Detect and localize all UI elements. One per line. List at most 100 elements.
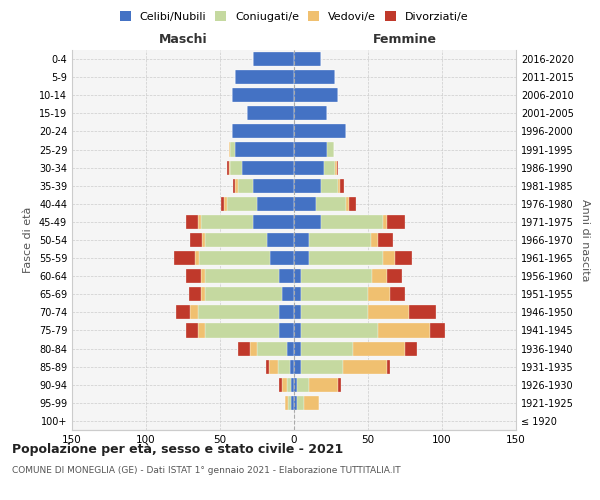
Bar [379,324,430,338]
Bar [294,160,323,174]
Bar [294,52,320,66]
Bar [294,269,301,283]
Bar [205,233,268,247]
Bar [238,342,250,355]
Bar [294,342,301,355]
Bar [294,396,297,410]
Bar [278,360,290,374]
Bar [405,342,417,355]
Bar [279,306,294,320]
Bar [186,324,198,338]
Bar [395,251,412,265]
Bar [294,233,309,247]
Bar [202,233,205,247]
Bar [291,396,294,410]
Bar [301,269,373,283]
Bar [235,70,294,84]
Bar [253,178,294,193]
Y-axis label: Fasce di età: Fasce di età [23,207,33,273]
Bar [269,360,278,374]
Bar [253,215,294,229]
Bar [320,215,383,229]
Bar [205,324,279,338]
Bar [320,178,338,193]
Bar [253,52,294,66]
Text: Femmine: Femmine [373,34,437,46]
Bar [247,106,294,120]
Bar [301,324,379,338]
Bar [288,396,291,410]
Bar [250,342,257,355]
Bar [291,378,294,392]
Bar [368,306,409,320]
Bar [174,251,195,265]
Bar [338,178,340,193]
Bar [323,160,335,174]
Bar [224,197,227,211]
Bar [294,124,346,138]
Bar [368,287,390,302]
Bar [297,378,309,392]
Legend: Celibi/Nubili, Coniugati/e, Vedovi/e, Divorziati/e: Celibi/Nubili, Coniugati/e, Vedovi/e, Di… [116,8,472,25]
Bar [235,142,294,156]
Bar [287,378,291,392]
Bar [198,215,201,229]
Bar [287,342,294,355]
Bar [227,197,257,211]
Bar [390,287,405,302]
Bar [301,360,343,374]
Bar [271,251,294,265]
Bar [221,197,224,211]
Bar [371,233,379,247]
Bar [340,178,344,193]
Bar [430,324,445,338]
Bar [301,287,368,302]
Bar [257,197,294,211]
Bar [198,306,279,320]
Bar [353,342,405,355]
Bar [343,360,387,374]
Bar [335,160,337,174]
Bar [338,378,341,392]
Bar [294,178,320,193]
Bar [190,233,202,247]
Bar [235,178,238,193]
Bar [227,160,229,174]
Bar [230,142,235,156]
Bar [387,215,405,229]
Bar [190,306,198,320]
Bar [373,269,387,283]
Bar [316,197,346,211]
Bar [186,269,201,283]
Bar [257,342,287,355]
Bar [176,306,190,320]
Bar [294,251,309,265]
Bar [309,233,371,247]
Bar [294,215,320,229]
Bar [301,306,368,320]
Bar [279,324,294,338]
Bar [294,70,335,84]
Bar [233,178,235,193]
Bar [205,287,282,302]
Bar [205,269,279,283]
Bar [387,269,402,283]
Bar [199,251,271,265]
Bar [201,215,253,229]
Bar [186,215,198,229]
Bar [294,360,301,374]
Bar [383,251,395,265]
Bar [309,251,383,265]
Bar [297,396,304,410]
Bar [294,197,316,211]
Bar [294,106,326,120]
Bar [238,178,253,193]
Bar [189,287,201,302]
Bar [294,88,338,102]
Bar [285,396,288,410]
Bar [279,269,294,283]
Bar [294,324,301,338]
Bar [279,378,282,392]
Bar [268,233,294,247]
Y-axis label: Anni di nascita: Anni di nascita [580,198,590,281]
